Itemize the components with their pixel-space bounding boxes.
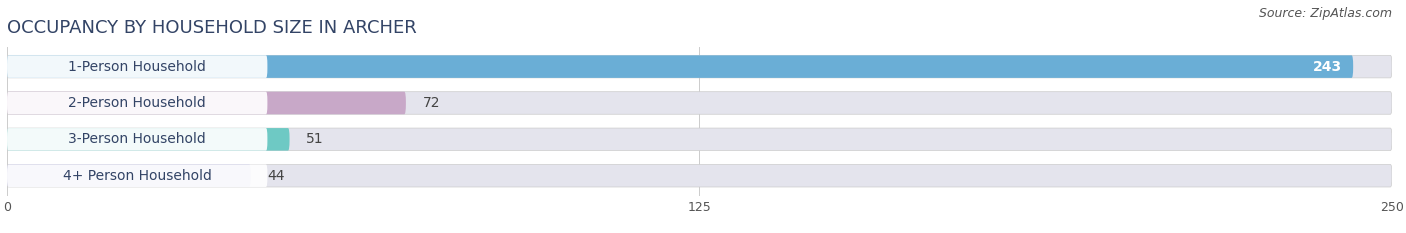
- Text: 3-Person Household: 3-Person Household: [69, 132, 207, 146]
- FancyBboxPatch shape: [7, 55, 267, 78]
- FancyBboxPatch shape: [7, 164, 1392, 187]
- FancyBboxPatch shape: [7, 55, 1353, 78]
- Text: 51: 51: [307, 132, 323, 146]
- Text: Source: ZipAtlas.com: Source: ZipAtlas.com: [1258, 7, 1392, 20]
- Text: 72: 72: [422, 96, 440, 110]
- Text: 1-Person Household: 1-Person Household: [69, 60, 207, 74]
- Text: 243: 243: [1313, 60, 1343, 74]
- Text: OCCUPANCY BY HOUSEHOLD SIZE IN ARCHER: OCCUPANCY BY HOUSEHOLD SIZE IN ARCHER: [7, 19, 416, 37]
- FancyBboxPatch shape: [7, 128, 1392, 151]
- FancyBboxPatch shape: [7, 55, 1392, 78]
- Text: 4+ Person Household: 4+ Person Household: [63, 169, 212, 183]
- FancyBboxPatch shape: [7, 92, 267, 114]
- Text: 2-Person Household: 2-Person Household: [69, 96, 207, 110]
- FancyBboxPatch shape: [7, 128, 267, 151]
- FancyBboxPatch shape: [7, 164, 267, 187]
- FancyBboxPatch shape: [7, 92, 406, 114]
- FancyBboxPatch shape: [7, 92, 1392, 114]
- FancyBboxPatch shape: [7, 164, 250, 187]
- FancyBboxPatch shape: [7, 128, 290, 151]
- Text: 44: 44: [267, 169, 285, 183]
